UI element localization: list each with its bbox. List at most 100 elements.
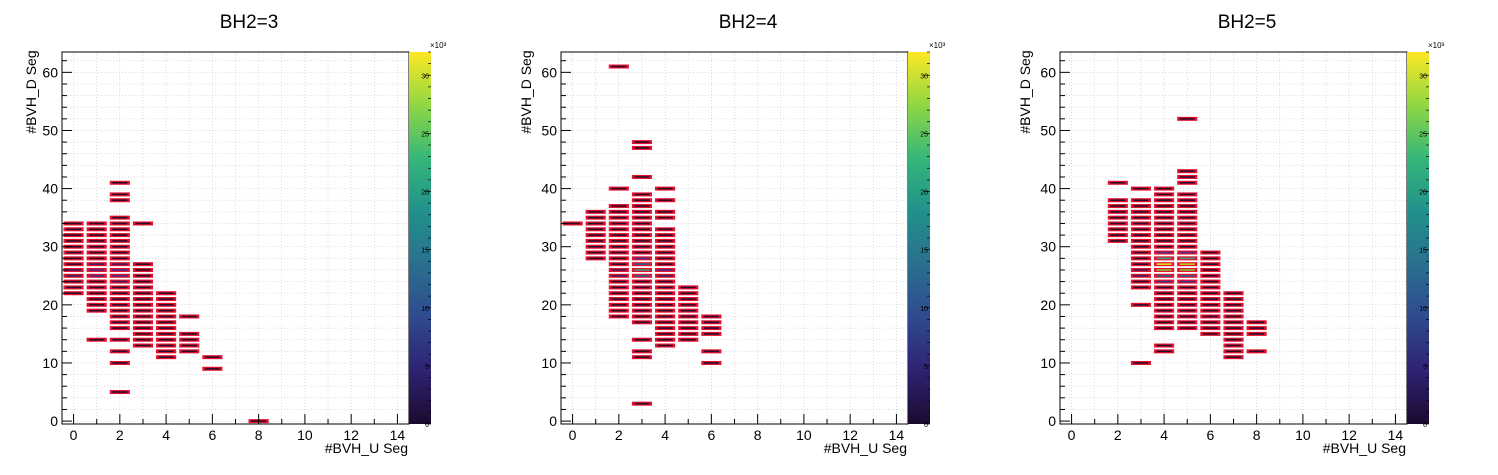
heatmap-cell xyxy=(634,274,650,277)
heatmap-cell xyxy=(1225,321,1242,324)
heatmap-cell xyxy=(680,321,696,324)
heatmap-cell xyxy=(611,274,627,277)
heatmap-cell xyxy=(634,211,650,213)
heatmap-cell xyxy=(66,280,82,283)
heatmap-cell xyxy=(1179,205,1195,207)
heatmap-cell xyxy=(1249,350,1265,353)
heatmap-cell xyxy=(1179,240,1195,242)
heatmap-cell xyxy=(588,211,604,213)
heatmap-cell xyxy=(611,309,627,312)
heatmap-cell xyxy=(1156,257,1172,260)
heatmap-cell xyxy=(1156,216,1172,219)
heatmap-cell xyxy=(89,292,105,295)
heatmap-cell xyxy=(158,327,174,329)
heatmap-cell xyxy=(634,304,650,306)
heatmap-cell xyxy=(703,315,719,318)
colorbar-exponent: ×10³ xyxy=(929,41,946,50)
heatmap-cell xyxy=(1225,333,1242,335)
heatmap-cell xyxy=(1110,211,1126,213)
x-tick-label: 14 xyxy=(390,427,406,443)
y-tick-label: 0 xyxy=(1048,413,1056,429)
panel-bh2-4: BH2=4 #BVH_D Seg #BVH_U Seg ×10³ 0 2 4 6 8 10… xyxy=(518,12,946,456)
colorbar-tick-label: 5 xyxy=(924,364,928,371)
heatmap-cell xyxy=(112,251,128,254)
heatmap-cells xyxy=(63,180,269,424)
heatmap-cell xyxy=(112,280,128,283)
heatmap-cell xyxy=(634,176,650,178)
heatmap-cell xyxy=(135,304,151,306)
heatmap-cell xyxy=(703,333,719,335)
heatmap-cell xyxy=(611,205,627,207)
colorbar-tick-label: 10 xyxy=(920,306,928,313)
heatmap-cell xyxy=(1179,170,1195,172)
heatmap-cell xyxy=(158,333,174,335)
heatmap-cell xyxy=(611,211,627,213)
heatmap-cell xyxy=(634,269,650,271)
x-tick-label: 8 xyxy=(255,427,263,443)
heatmap-cell xyxy=(611,187,627,190)
heatmap-cell xyxy=(588,240,604,242)
heatmap-cell xyxy=(1202,263,1218,265)
x-tick-label: 12 xyxy=(343,427,359,443)
x-tick-label: 4 xyxy=(1160,427,1168,443)
heatmap-cell xyxy=(657,257,673,260)
heatmap-cell xyxy=(1225,309,1242,312)
heatmap-cell xyxy=(680,292,696,295)
heatmap-cell xyxy=(158,292,174,295)
heatmap-cell xyxy=(611,263,627,265)
heatmap-cell xyxy=(112,298,128,300)
heatmap-cell xyxy=(1110,181,1126,184)
heatmap-cell xyxy=(657,327,673,329)
heatmap-cell xyxy=(89,286,105,289)
heatmap-cell xyxy=(135,327,151,329)
heatmap-cell xyxy=(1156,327,1172,329)
grid xyxy=(561,52,908,424)
heatmap-cell xyxy=(112,315,128,318)
heatmap-cell xyxy=(112,263,128,265)
panel-title: BH2=4 xyxy=(719,12,778,33)
heatmap-cell xyxy=(1179,309,1195,312)
heatmap-cell xyxy=(1133,222,1149,225)
heatmap-cell xyxy=(680,327,696,329)
y-tick-label: 0 xyxy=(50,413,58,429)
heatmap-cell xyxy=(1156,251,1172,254)
heatmap-cell xyxy=(1110,205,1126,207)
heatmap-cell xyxy=(1156,187,1172,190)
heatmap-cell xyxy=(1133,234,1149,236)
heatmap-cell xyxy=(1179,280,1195,283)
y-tick-label: 30 xyxy=(1040,239,1056,255)
heatmap-cell xyxy=(1179,292,1195,295)
colorbar-tick-label: 0 xyxy=(924,422,928,429)
heatmap-cell xyxy=(112,234,128,236)
heatmap-cell xyxy=(680,286,696,289)
heatmap-cell xyxy=(1202,309,1218,312)
heatmap-cell xyxy=(1179,274,1195,277)
heatmap-cell xyxy=(611,234,627,236)
heatmap-cell xyxy=(1133,274,1149,277)
heatmap-cell xyxy=(89,280,105,283)
heatmap-cell xyxy=(112,309,128,312)
x-tick-label: 0 xyxy=(569,427,577,443)
x-tick-label: 10 xyxy=(297,427,313,443)
heatmap-cell xyxy=(158,315,174,318)
heatmap-cell xyxy=(634,309,650,312)
heatmap-cell xyxy=(135,315,151,318)
y-tick-label: 0 xyxy=(549,413,557,429)
y-axis: 0 10 20 30 40 50 60 xyxy=(1040,60,1070,429)
heatmap-cell xyxy=(657,251,673,254)
heatmap-cell xyxy=(680,315,696,318)
heatmap-cell xyxy=(680,298,696,300)
colorbar-tick-label: 15 xyxy=(920,248,928,255)
y-tick-label: 10 xyxy=(541,355,557,371)
heatmap-cell xyxy=(1179,176,1195,178)
heatmap-cell xyxy=(1156,193,1172,196)
heatmap-cell xyxy=(135,280,151,283)
heatmap-cell xyxy=(1179,234,1195,236)
heatmap-cell xyxy=(703,350,719,353)
heatmap-cell xyxy=(112,216,128,219)
heatmap-cell xyxy=(611,304,627,306)
heatmap-cell xyxy=(1156,263,1172,265)
heatmap-cell xyxy=(1133,304,1149,306)
y-axis-label: #BVH_D Seg xyxy=(23,50,39,133)
heatmap-cell xyxy=(89,251,105,254)
